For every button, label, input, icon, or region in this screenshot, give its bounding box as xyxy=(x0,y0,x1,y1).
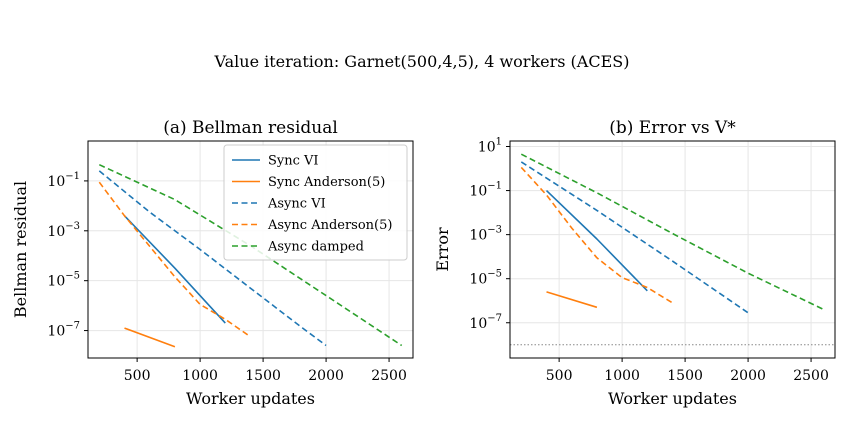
legend-label-async-damped: Async damped xyxy=(267,240,364,255)
x-tick-label: 1500 xyxy=(245,368,281,384)
x-tick-label: 1500 xyxy=(667,368,703,384)
subplot-title: (a) Bellman residual xyxy=(163,118,338,138)
series-line-sync-vi xyxy=(545,190,648,292)
x-tick-label: 1000 xyxy=(604,368,640,384)
series-line-sync-vi xyxy=(123,215,226,324)
y-tick-exponent: −3 xyxy=(65,221,80,232)
series-line-sync-anderson-5 xyxy=(546,291,598,309)
y-tick-exponent: −1 xyxy=(487,181,502,192)
legend-label-async-vi: Async VI xyxy=(267,197,326,212)
subplot-title: (b) Error vs V* xyxy=(609,118,736,138)
x-tick-label: 500 xyxy=(124,368,151,384)
y-tick-exponent: −5 xyxy=(487,269,502,280)
y-tick-exponent: −3 xyxy=(487,225,502,236)
figure-suptitle: Value iteration: Garnet(500,4,5), 4 work… xyxy=(214,52,630,71)
legend-label-async-anderson-5: Async Anderson(5) xyxy=(267,218,392,233)
legend-label-sync-anderson-5: Sync Anderson(5) xyxy=(268,175,385,190)
x-tick-label: 500 xyxy=(546,368,573,384)
x-axis-label: Worker updates xyxy=(608,389,737,408)
series-line-async-vi xyxy=(520,161,749,314)
legend-box xyxy=(223,144,408,261)
y-tick-exponent: 1 xyxy=(496,137,502,148)
axes-frame xyxy=(509,140,836,359)
y-tick-exponent: −5 xyxy=(65,271,80,282)
panel-error-vs-vstar: 500 1000 1500 2000 250010110−110−310−510−7(b… xyxy=(433,118,836,408)
legend-label-sync-vi: Sync VI xyxy=(268,154,319,169)
x-tick-label: 1000 xyxy=(182,368,218,384)
y-axis-label: Error xyxy=(433,227,452,272)
series-line-sync-anderson-5 xyxy=(124,327,176,348)
series-line-async-anderson-5 xyxy=(98,181,251,338)
x-tick-label: 2000 xyxy=(308,368,344,384)
x-tick-label: 2000 xyxy=(730,368,766,384)
y-tick-exponent: −1 xyxy=(65,171,80,182)
x-tick-label: 2500 xyxy=(371,368,407,384)
x-tick-label: 2500 xyxy=(793,368,829,384)
series-line-async-anderson-5 xyxy=(520,166,673,304)
series-line-async-vi xyxy=(98,170,327,347)
y-tick-exponent: −7 xyxy=(487,313,502,324)
x-axis-label: Worker updates xyxy=(186,389,315,408)
y-axis-label: Bellman residual xyxy=(11,181,30,318)
axes-frame xyxy=(87,140,414,359)
y-tick-exponent: −7 xyxy=(65,321,80,332)
plot-area xyxy=(510,141,835,358)
